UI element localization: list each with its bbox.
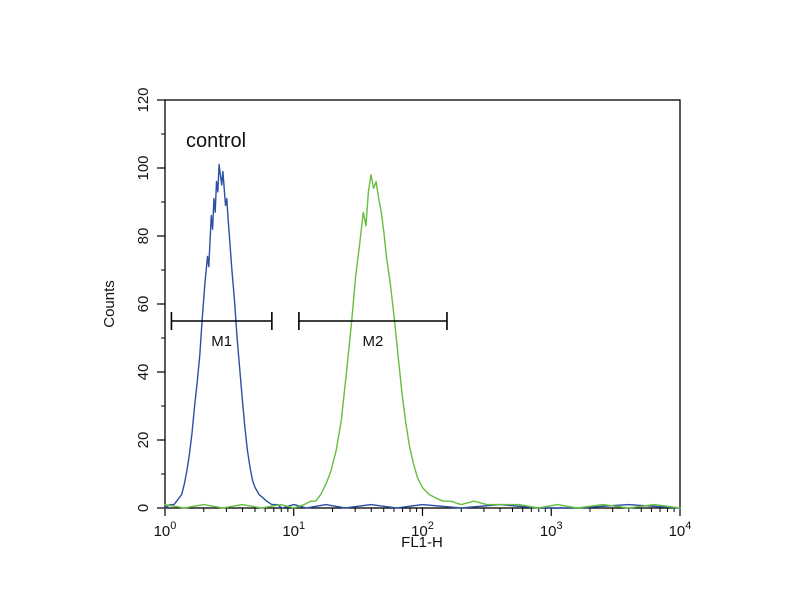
plot-frame [164,99,681,509]
x-axis-tick-label: 103 [540,520,563,540]
y-axis-tick-label: 20 [135,432,152,449]
x-axis-tick-label: 104 [669,520,692,540]
gate-marker: M2 [298,312,448,350]
histogram-curve [164,174,681,509]
y-axis-title: Counts [101,280,118,328]
x-axis-tick-label: 101 [282,520,305,540]
x-axis-title: FL1-H [401,534,443,551]
y-axis-tick-label: 100 [135,155,152,180]
y-axis-tick-label: 80 [135,228,152,245]
annotation-control: control [186,130,246,152]
y-axis-tick-label: 40 [135,364,152,381]
y-axis-tick-label: 120 [135,87,152,112]
gate-label: M2 [363,333,384,350]
y-axis-tick-label: 60 [135,296,152,313]
y-axis-tick-label: 0 [135,504,152,512]
histogram-curve [164,163,681,509]
gate-label: M1 [211,333,232,350]
x-axis-tick-label: 100 [154,520,177,540]
gate-marker: M1 [170,312,273,350]
